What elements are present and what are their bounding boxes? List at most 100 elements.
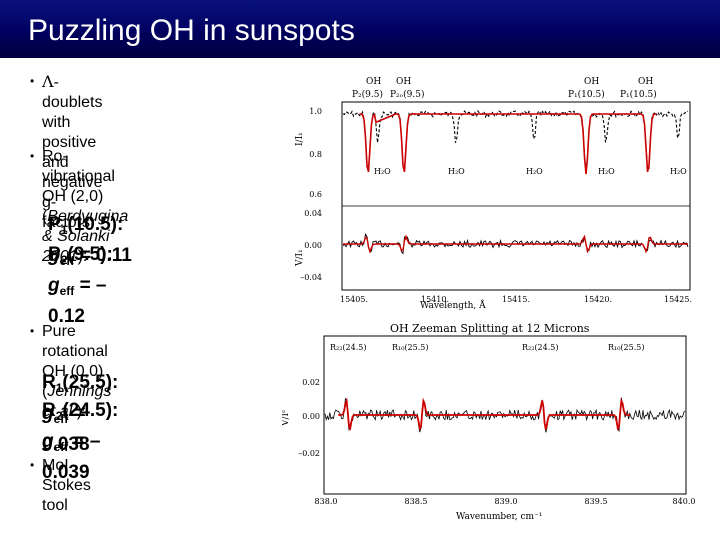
line-label-p: P₂ₒ(9.5) — [390, 89, 424, 100]
line-label-p: P₁(10.5) — [568, 89, 605, 100]
paren: ): — [77, 248, 88, 265]
line-j: (24.5): — [62, 400, 119, 421]
bullet-dot: • — [30, 74, 35, 88]
oh-zeeman-plot: OH Zeeman Splitting at 12 Microns R₂₂(24… — [282, 322, 696, 522]
slide-title: Puzzling OH in sunspots — [28, 14, 355, 47]
y-tick: –0.04 — [300, 273, 322, 282]
line-j: (9.5): — [67, 244, 113, 265]
plot-title: OH Zeeman Splitting at 12 Microns — [390, 322, 590, 335]
line-label-oh: OH — [584, 77, 599, 87]
line-label: R — [42, 400, 56, 421]
g-sub: eff — [53, 412, 69, 426]
paren: ( — [42, 208, 48, 225]
y-tick: –0.02 — [298, 449, 320, 458]
geff-r2: R2(24.5): geff = –0.039 — [42, 398, 128, 485]
line-label-p: P₂(9.5) — [352, 89, 383, 100]
model-intensity-trace — [359, 113, 657, 175]
line-label: R₂₂(24.5) — [330, 343, 367, 352]
citation-year: 2001 — [42, 248, 78, 265]
title-bar: Puzzling OH in sunspots — [0, 0, 720, 58]
bullet-pure-rotational: Pure rotational OH (0,0) (Jennings et al… — [42, 322, 111, 422]
bullet-text: negative g-factors — [42, 174, 103, 231]
h2o-label: H₂O — [598, 167, 615, 176]
geff-value: = 0.038 — [42, 403, 90, 455]
x-axis-label: Wavenumber, cm⁻¹ — [456, 512, 542, 522]
line-label: P — [48, 244, 61, 265]
h2o-label: H₂O — [448, 167, 465, 176]
geff-value: = 0.11 — [79, 245, 132, 266]
geff-p2: P2(9.5): geff = –0.12 — [48, 242, 132, 329]
geff-value: = –0.039 — [42, 431, 101, 483]
y-axis-label-stokes-v: V/I₁ — [295, 249, 305, 267]
bullet-dot: • — [30, 149, 35, 163]
bullet-dot: • — [30, 324, 35, 338]
g-symbol: g — [42, 431, 54, 452]
y-axis-label-intensity: I/I₁ — [295, 132, 305, 146]
bullet-dot: • — [30, 458, 35, 472]
y-tick: 0.00 — [302, 412, 320, 421]
h2o-label: H₂O — [526, 167, 543, 176]
citation: Jennings et al. — [42, 383, 112, 420]
model-stokes-v — [338, 397, 630, 431]
model-v-trace — [343, 234, 688, 254]
model-zeeman-trace — [338, 397, 630, 431]
citation: Berdyugina & Solanki — [42, 208, 129, 245]
oh-rovibrational-plot: OH P₂(9.5) OH P₂ₒ(9.5) OH P₁(10.5) OH P₁… — [295, 77, 692, 304]
line-label-oh: OH — [396, 77, 411, 87]
bullet-lambda-doublets: Λ-doublets with positive and negative g-… — [42, 72, 103, 233]
line-j: (25.5): — [62, 372, 119, 393]
x-tick: 15425. — [664, 295, 692, 304]
plot-frame — [341, 101, 691, 291]
observed-zeeman-trace — [324, 397, 686, 433]
plot-frame — [323, 335, 687, 495]
line-sub: 1 — [60, 223, 68, 237]
x-tick: 839.5 — [585, 497, 608, 506]
lambda-symbol: Λ — [42, 72, 54, 91]
observed-intensity-trace — [342, 109, 689, 172]
y-tick: 0.00 — [304, 241, 322, 250]
observed-stokes-v — [324, 397, 686, 433]
bullet-text: -doublets with positive and — [42, 74, 103, 171]
y-tick: 0.6 — [309, 190, 322, 199]
line-label: R₂₂(24.5) — [522, 343, 559, 352]
x-tick: 838.0 — [315, 497, 338, 506]
bullet-text: Pure rotational OH (0,0) — [42, 323, 108, 380]
bullet-stokes-tool: MoI Stokes tool — [42, 456, 91, 516]
h2o-label: H₂O — [374, 167, 391, 176]
g-symbol: g — [48, 275, 60, 296]
line-label-oh: OH — [638, 77, 653, 87]
line-label: R₁₀(25.5) — [392, 343, 429, 352]
model-spectrum — [343, 113, 688, 254]
bullet-text: MoI Stokes tool — [42, 457, 91, 514]
x-axis-label-wrap: Wavelength, Å — [420, 299, 486, 311]
observed-spectrum — [342, 109, 689, 255]
line-label-p: P₁(10.5) — [620, 89, 657, 100]
g-symbol: g — [42, 403, 54, 424]
y-tick: 0.04 — [304, 209, 322, 218]
line-sub: 2 — [60, 253, 68, 267]
bullet-ro-vibrational: Ro-vibrational OH (2,0) (Berdyugina & So… — [42, 147, 128, 267]
x-tick: 15405. — [340, 295, 368, 304]
g-sub: eff — [53, 440, 69, 454]
y-tick: 1.0 — [309, 107, 322, 116]
line-label: P — [48, 214, 61, 235]
bullet-text: Ro-vibrational OH (2,0) — [42, 148, 115, 205]
g-symbol: g — [48, 245, 60, 266]
y-axis-label: V/Iᶜ — [282, 410, 291, 427]
x-tick: 15415. — [502, 295, 530, 304]
g-sub: eff — [59, 254, 75, 268]
g-sub: eff — [59, 284, 75, 298]
line-label: R — [42, 372, 56, 393]
x-tick: 840.0 — [673, 497, 696, 506]
line-label: R₁₀(25.5) — [608, 343, 645, 352]
x-tick: 15420. — [584, 295, 612, 304]
paren: ): — [76, 403, 87, 420]
y-tick: 0.8 — [309, 150, 322, 159]
paren: ( — [42, 383, 48, 400]
line-sub: 2 — [55, 409, 63, 423]
x-tick: 15410. — [421, 295, 449, 304]
line-j: (10.5): — [67, 214, 124, 235]
line-label-oh: OH — [366, 77, 381, 87]
y-tick: 0.02 — [302, 378, 320, 387]
x-axis-label: Wavelength, Å — [420, 299, 486, 311]
